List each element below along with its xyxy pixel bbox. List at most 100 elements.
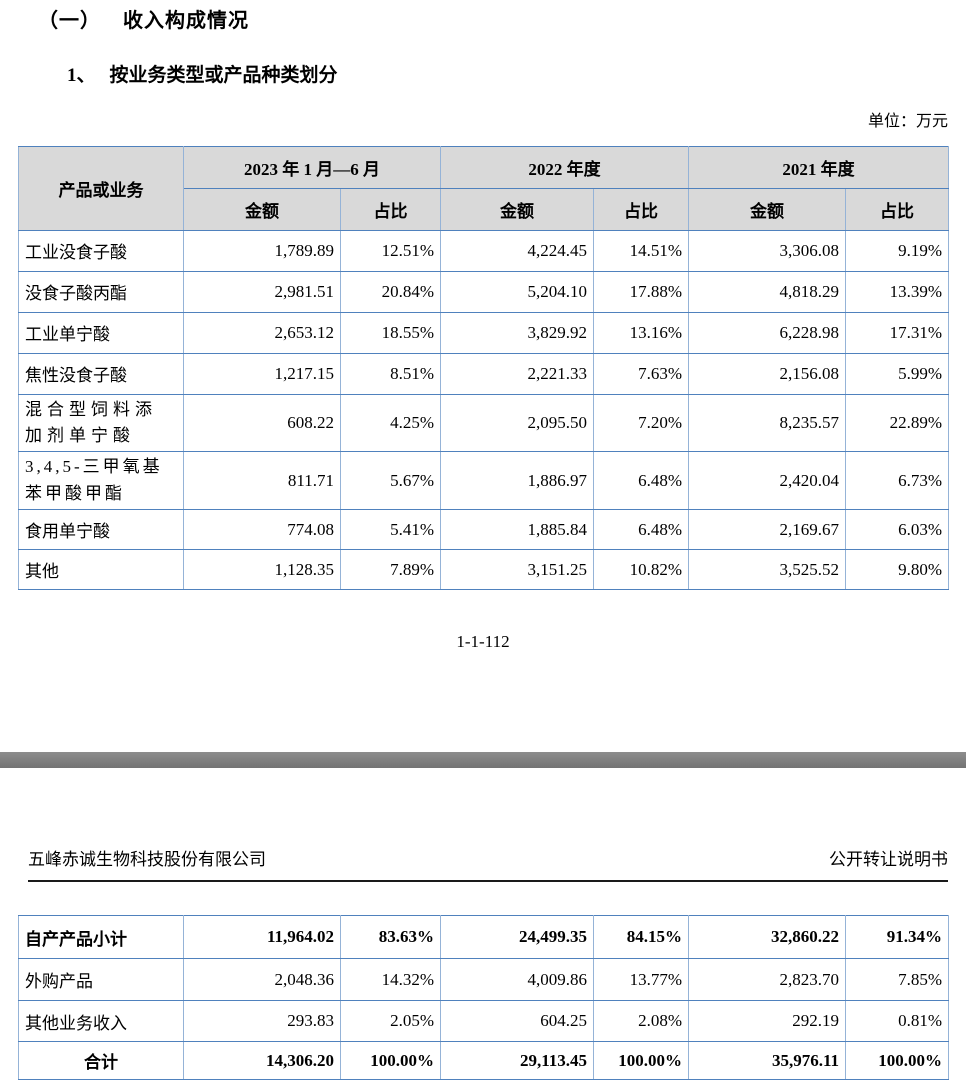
amount-cell: 4,009.86: [440, 958, 594, 1002]
subsection-heading: 1、 按业务类型或产品种类划分: [67, 64, 966, 89]
table-row: 工业没食子酸 1,789.89 12.51% 4,224.45 14.51% 3…: [18, 229, 949, 272]
amount-cell: 2,981.51: [183, 270, 341, 313]
ratio-cell: 5.41%: [340, 509, 441, 551]
ratio-cell: 4.25%: [340, 393, 441, 453]
ratio-cell: 8.51%: [340, 352, 441, 395]
page-break-divider: [0, 752, 966, 769]
amount-cell: 35,976.11: [688, 1041, 846, 1081]
ratio-cell: 10.82%: [593, 549, 689, 591]
table-header-ratio-2021: 占比: [845, 187, 949, 231]
amount-cell: 774.08: [183, 509, 341, 551]
ratio-cell: 2.05%: [340, 1000, 441, 1043]
amount-cell: 2,169.67: [688, 509, 846, 551]
amount-cell: 1,789.89: [183, 229, 341, 272]
amount-cell: 8,235.57: [688, 393, 846, 453]
amount-cell: 811.71: [183, 451, 341, 511]
table-header-row-measures: 金额 占比 金额 占比 金额 占比: [19, 187, 949, 231]
amount-cell: 2,095.50: [440, 393, 594, 453]
document-type: 公开转让说明书: [829, 850, 948, 870]
product-cell: 自产产品小计: [18, 915, 184, 960]
document-page-header: 五峰赤诚生物科技股份有限公司 公开转让说明书: [28, 848, 948, 883]
product-cell: 合计: [18, 1041, 184, 1081]
amount-cell: 2,048.36: [183, 958, 341, 1002]
table-row: 其他 1,128.35 7.89% 3,151.25 10.82% 3,525.…: [18, 549, 949, 591]
amount-cell: 24,499.35: [440, 915, 594, 960]
table-row-total: 合计 14,306.20 100.00% 29,113.45 100.00% 3…: [18, 1041, 949, 1081]
product-cell: 其他业务收入: [18, 1000, 184, 1043]
ratio-cell: 20.84%: [340, 270, 441, 313]
section-heading-number: （一）: [38, 10, 101, 32]
product-cell: 没食子酸丙酯: [18, 270, 184, 313]
unit-note: 单位：万元: [867, 112, 948, 130]
table-header-product: 产品或业务: [18, 145, 184, 231]
ratio-cell: 100.00%: [340, 1041, 441, 1081]
amount-cell: 6,228.98: [688, 311, 846, 354]
table-header-amount-2021: 金额: [688, 187, 846, 231]
ratio-cell: 91.34%: [845, 915, 949, 960]
revenue-table-continued: 自产产品小计 11,964.02 83.63% 24,499.35 84.15%…: [18, 915, 949, 1081]
table-header-ratio-2022: 占比: [593, 187, 689, 231]
amount-cell: 2,823.70: [688, 958, 846, 1002]
amount-cell: 3,525.52: [688, 549, 846, 591]
ratio-cell: 13.77%: [593, 958, 689, 1002]
table-row: 食用单宁酸 774.08 5.41% 1,885.84 6.48% 2,169.…: [18, 509, 949, 551]
ratio-cell: 18.55%: [340, 311, 441, 354]
ratio-cell: 6.03%: [845, 509, 949, 551]
table-header-row-periods: 产品或业务 2023 年 1 月—6 月 2022 年度 2021 年度: [18, 145, 949, 231]
ratio-cell: 7.20%: [593, 393, 689, 453]
amount-cell: 2,420.04: [688, 451, 846, 511]
ratio-cell: 83.63%: [340, 915, 441, 960]
ratio-cell: 7.63%: [593, 352, 689, 395]
amount-cell: 5,204.10: [440, 270, 594, 313]
amount-cell: 14,306.20: [183, 1041, 341, 1081]
amount-cell: 32,860.22: [688, 915, 846, 960]
amount-cell: 3,829.92: [440, 311, 594, 354]
table-header-period-2023h1: 2023 年 1 月—6 月: [183, 145, 441, 189]
table-row: 焦性没食子酸 1,217.15 8.51% 2,221.33 7.63% 2,1…: [18, 352, 949, 395]
ratio-cell: 7.89%: [340, 549, 441, 591]
table-row: 没食子酸丙酯 2,981.51 20.84% 5,204.10 17.88% 4…: [18, 270, 949, 313]
table-row: 工业单宁酸 2,653.12 18.55% 3,829.92 13.16% 6,…: [18, 311, 949, 354]
product-cell: 焦性没食子酸: [18, 352, 184, 395]
amount-cell: 1,885.84: [440, 509, 594, 551]
table-header-amount-2022: 金额: [440, 187, 594, 231]
revenue-table-main: 产品或业务 2023 年 1 月—6 月 2022 年度 2021 年度 金额 …: [18, 145, 949, 591]
product-cell: 工业没食子酸: [18, 229, 184, 272]
product-cell: 3,4,5-三甲氧基 苯甲酸甲酯: [18, 451, 184, 511]
amount-cell: 3,151.25: [440, 549, 594, 591]
ratio-cell: 5.99%: [845, 352, 949, 395]
table-header-ratio-2023: 占比: [340, 187, 441, 231]
ratio-cell: 17.88%: [593, 270, 689, 313]
amount-cell: 4,818.29: [688, 270, 846, 313]
table-row: 3,4,5-三甲氧基 苯甲酸甲酯 811.71 5.67% 1,886.97 6…: [18, 451, 949, 511]
amount-cell: 1,886.97: [440, 451, 594, 511]
amount-cell: 2,221.33: [440, 352, 594, 395]
amount-cell: 29,113.45: [440, 1041, 594, 1081]
ratio-cell: 6.48%: [593, 451, 689, 511]
table-header-amount-2023: 金额: [183, 187, 341, 231]
section-heading: （一） 收入构成情况: [38, 8, 966, 34]
table-header-period-2021: 2021 年度: [688, 145, 949, 189]
amount-cell: 11,964.02: [183, 915, 341, 960]
table-header-period-2022: 2022 年度: [440, 145, 689, 189]
ratio-cell: 12.51%: [340, 229, 441, 272]
table-row: 外购产品 2,048.36 14.32% 4,009.86 13.77% 2,8…: [18, 958, 949, 1002]
subsection-heading-title: 按业务类型或产品种类划分: [109, 65, 338, 86]
product-cell: 其他: [18, 549, 184, 591]
amount-cell: 4,224.45: [440, 229, 594, 272]
ratio-cell: 13.16%: [593, 311, 689, 354]
amount-cell: 1,217.15: [183, 352, 341, 395]
amount-cell: 293.83: [183, 1000, 341, 1043]
product-cell: 混合型饲料添 加剂单宁酸: [18, 393, 184, 453]
subsection-heading-number: 1、: [67, 65, 96, 86]
ratio-cell: 13.39%: [845, 270, 949, 313]
table-row: 混合型饲料添 加剂单宁酸 608.22 4.25% 2,095.50 7.20%…: [18, 393, 949, 453]
ratio-cell: 9.80%: [845, 549, 949, 591]
product-cell: 工业单宁酸: [18, 311, 184, 354]
amount-cell: 292.19: [688, 1000, 846, 1043]
product-cell: 外购产品: [18, 958, 184, 1002]
amount-cell: 1,128.35: [183, 549, 341, 591]
product-cell: 食用单宁酸: [18, 509, 184, 551]
company-name: 五峰赤诚生物科技股份有限公司: [28, 850, 266, 870]
ratio-cell: 7.85%: [845, 958, 949, 1002]
